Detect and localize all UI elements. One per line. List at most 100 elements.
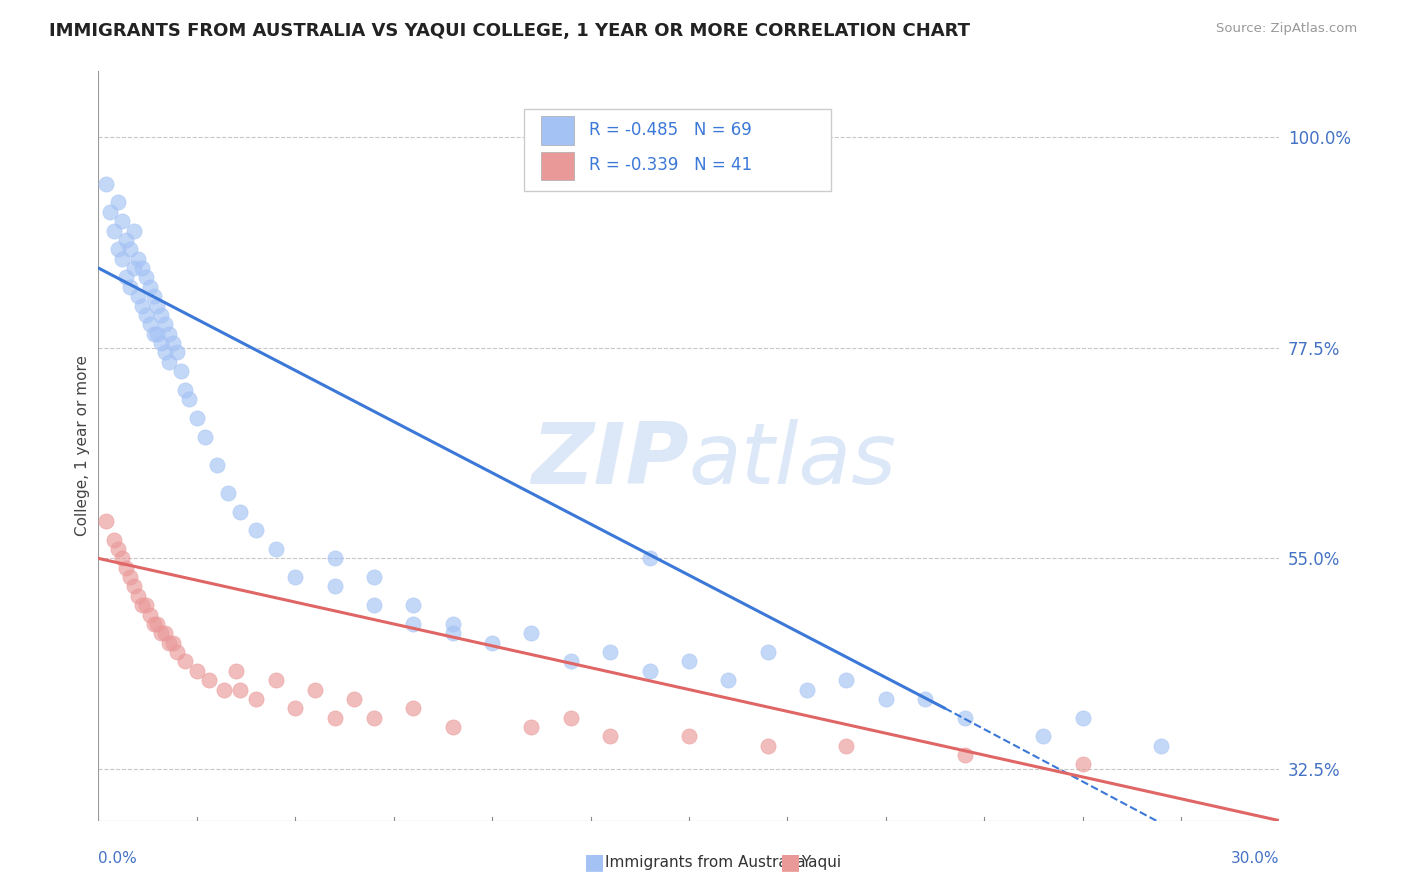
Point — [560, 655, 582, 669]
Point — [146, 299, 169, 313]
Point — [98, 205, 121, 219]
Point — [155, 318, 177, 332]
Point — [186, 411, 208, 425]
Point — [142, 326, 165, 341]
Point — [875, 692, 897, 706]
Point — [138, 607, 160, 622]
Point — [402, 701, 425, 715]
Point — [323, 551, 346, 566]
Point — [131, 299, 153, 313]
Point — [103, 533, 125, 547]
Point — [599, 730, 621, 744]
Point — [107, 195, 129, 210]
Point — [111, 214, 134, 228]
Point — [127, 589, 149, 603]
Point — [914, 692, 936, 706]
Point — [162, 636, 184, 650]
Point — [217, 486, 239, 500]
Point — [638, 551, 661, 566]
Point — [162, 336, 184, 351]
Point — [96, 177, 118, 191]
Point — [138, 280, 160, 294]
Point — [229, 505, 252, 519]
Point — [953, 711, 976, 725]
Point — [127, 252, 149, 266]
Point — [441, 720, 464, 734]
Point — [115, 561, 138, 575]
Point — [441, 617, 464, 632]
Point — [284, 570, 307, 584]
Text: R = -0.339   N = 41: R = -0.339 N = 41 — [589, 156, 752, 174]
Point — [142, 289, 165, 303]
Point — [481, 636, 503, 650]
Point — [953, 747, 976, 762]
Point — [304, 682, 326, 697]
Point — [157, 636, 180, 650]
Point — [402, 617, 425, 632]
Point — [323, 580, 346, 594]
Point — [264, 673, 287, 688]
Point — [1071, 757, 1094, 772]
Text: Yaqui: Yaqui — [801, 855, 842, 870]
Text: Source: ZipAtlas.com: Source: ZipAtlas.com — [1216, 22, 1357, 36]
Point — [363, 570, 385, 584]
Point — [166, 645, 188, 659]
Point — [214, 682, 236, 697]
Point — [343, 692, 366, 706]
Text: Immigrants from Australia: Immigrants from Australia — [605, 855, 806, 870]
Point — [115, 270, 138, 285]
Point — [150, 308, 173, 322]
Point — [284, 701, 307, 715]
Point — [142, 617, 165, 632]
Point — [177, 392, 200, 407]
Point — [174, 655, 197, 669]
Point — [717, 673, 740, 688]
Point — [170, 364, 193, 378]
Point — [174, 383, 197, 397]
Point — [135, 270, 157, 285]
Point — [835, 739, 858, 753]
Point — [560, 711, 582, 725]
Text: atlas: atlas — [689, 419, 897, 502]
Point — [441, 626, 464, 640]
Point — [638, 664, 661, 678]
Point — [122, 224, 145, 238]
Point — [402, 599, 425, 613]
Point — [1150, 739, 1173, 753]
Point — [107, 542, 129, 557]
Point — [131, 599, 153, 613]
Point — [363, 599, 385, 613]
Point — [118, 570, 141, 584]
Text: ZIP: ZIP — [531, 419, 689, 502]
Point — [103, 224, 125, 238]
Point — [157, 326, 180, 341]
Point — [194, 430, 217, 444]
Point — [245, 524, 267, 538]
FancyBboxPatch shape — [523, 109, 831, 191]
Text: IMMIGRANTS FROM AUSTRALIA VS YAQUI COLLEGE, 1 YEAR OR MORE CORRELATION CHART: IMMIGRANTS FROM AUSTRALIA VS YAQUI COLLE… — [49, 22, 970, 40]
Point — [264, 542, 287, 557]
Point — [96, 514, 118, 528]
Point — [111, 252, 134, 266]
Text: 30.0%: 30.0% — [1232, 851, 1279, 866]
Text: ■: ■ — [583, 853, 605, 872]
Point — [520, 626, 543, 640]
Point — [186, 664, 208, 678]
Point — [150, 626, 173, 640]
Text: R = -0.485   N = 69: R = -0.485 N = 69 — [589, 120, 751, 139]
Point — [1032, 730, 1054, 744]
Point — [756, 739, 779, 753]
Point — [363, 711, 385, 725]
Point — [225, 664, 247, 678]
Point — [155, 626, 177, 640]
Point — [118, 280, 141, 294]
Point — [157, 355, 180, 369]
Point — [146, 617, 169, 632]
Point — [323, 711, 346, 725]
Point — [135, 599, 157, 613]
Point — [756, 645, 779, 659]
Point — [135, 308, 157, 322]
Point — [520, 720, 543, 734]
Point — [111, 551, 134, 566]
Point — [115, 233, 138, 247]
